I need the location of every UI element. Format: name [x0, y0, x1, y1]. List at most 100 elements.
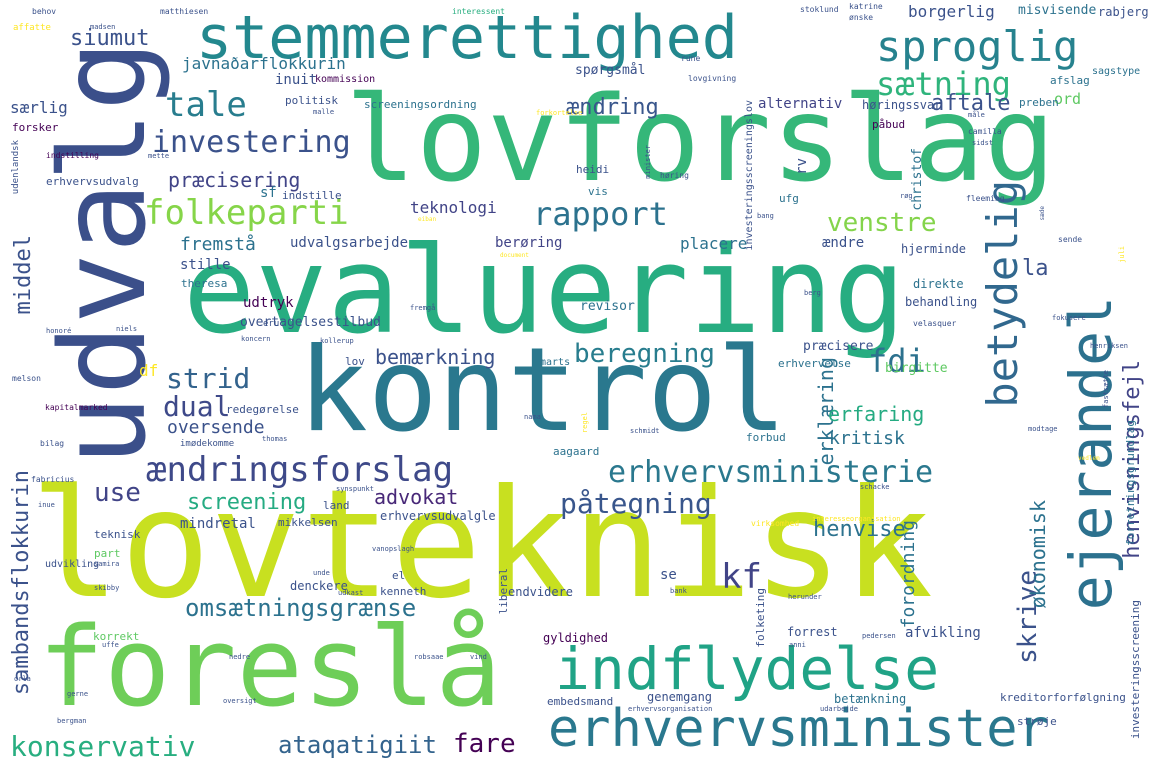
word-rv: rv [794, 158, 810, 175]
word-fabricius: fabricius [31, 475, 75, 484]
word-udenlandsk: udenlandsk [11, 140, 21, 195]
word-gyldighed: gyldighed [543, 631, 609, 645]
word-affatte: affatte [13, 23, 51, 33]
word-fleeming: fleeming [966, 194, 1005, 203]
word-aagaard: aagaard [553, 445, 600, 458]
word-bilag: bilag [40, 439, 65, 448]
word-lovteknisk: lovteknisk [30, 458, 934, 632]
word-eiban: eiban [418, 216, 437, 223]
word-la: la [1022, 256, 1049, 281]
word-indstilling: indstilling [46, 151, 99, 160]
word-saerlig: særlig [10, 98, 68, 117]
word-revisor: revisor [580, 299, 635, 314]
word-marts: marts [540, 357, 571, 368]
word-aftale: aftale [931, 91, 1011, 116]
word-use: use [94, 478, 141, 508]
word-katrine: katrine [849, 2, 883, 11]
word-henriksen: henriksen [1090, 342, 1128, 350]
word-inue: inue [38, 501, 55, 509]
word-interessent: interessent [452, 7, 505, 16]
word-camilla: camilla [968, 127, 1002, 136]
word-behov: behov [32, 7, 57, 16]
word-politisk: politisk [285, 94, 338, 107]
word-kenneth: kenneth [380, 585, 427, 598]
word-saede: sæde [1039, 206, 1046, 221]
word-ufg: ufg [779, 192, 799, 205]
word-erhvervsministerie: erhvervsministerie [608, 455, 934, 490]
word-sagstype: sagstype [1092, 66, 1141, 77]
word-direkte: direkte [913, 277, 964, 291]
word-henvise: henvise [813, 517, 906, 542]
word-vind: vind [470, 653, 487, 661]
word-robsaae: robsaae [414, 653, 444, 661]
word-bang: bang [757, 212, 774, 220]
word-juli: juli [1118, 246, 1126, 263]
word-malle: malle [313, 108, 335, 116]
word-saetning: sætning [876, 65, 1011, 103]
word-foreslaa: foreslå [38, 603, 502, 731]
word-document: document [500, 252, 529, 259]
word-thomas: thomas [262, 435, 288, 443]
word-sidst: sidst [972, 139, 994, 147]
word-investering: investering [152, 125, 351, 160]
word-fremstaa: fremstå [180, 234, 256, 255]
word-kritisk: kritisk [829, 428, 905, 449]
word-samira: samira [94, 560, 120, 568]
word-bank: bank [670, 587, 687, 595]
word-niels: niels [116, 325, 138, 333]
word-stroeje: strøje [1017, 715, 1057, 728]
word-honore: honoré [46, 327, 72, 335]
word-unde: unde [313, 569, 330, 577]
word-forbud: forbud [746, 431, 786, 444]
word-spoergsmaal: spørgsmål [575, 63, 646, 78]
word-fremgaa: fremgå [410, 304, 436, 312]
word-oversigt: oversigt [223, 697, 257, 705]
word-christof: christof [910, 148, 925, 211]
word-theresa: theresa [181, 277, 228, 290]
word-sf: sf [260, 185, 277, 201]
word-teknisk: teknisk [94, 528, 141, 541]
word-madsen: madsen [90, 23, 116, 31]
word-lovforslag: lovforslag [345, 70, 1056, 208]
word-teknologi: teknologi [410, 198, 497, 217]
word-praecisere: præcisere [803, 339, 874, 354]
word-mette: mette [148, 152, 170, 160]
word-sproglig: sproglig [876, 22, 1079, 71]
word-se: se [660, 567, 677, 583]
word-borgerlig: borgerlig [908, 2, 995, 21]
word-javnadarflokkurin: javnaðarflokkurin [182, 54, 346, 73]
word-erhvervsorganisation: erhvervsorganisation [628, 705, 713, 713]
word-kf: kf [721, 557, 762, 597]
word-strid: strid [166, 362, 251, 395]
word-synspunkt: synspunkt [336, 485, 374, 493]
word-sende: sende [1058, 235, 1083, 244]
word-forretningsgrundlag: forretningsgrundlag [1124, 420, 1137, 546]
word-misvisende: misvisende [1018, 3, 1097, 18]
word-udvalgsarbejde: udvalgsarbejde [290, 235, 409, 251]
word-regel: regel [581, 412, 589, 434]
word-stille: stille [180, 257, 231, 273]
word-erhvervsudvalg: erhvervsudvalg [46, 175, 139, 188]
word-berg: berg [804, 289, 821, 297]
word-folketing: folketing [754, 588, 767, 648]
word-roeg: røg [900, 192, 913, 200]
word-forsker: forsker [12, 121, 59, 134]
word-aendre: ændre [822, 235, 865, 251]
word-modtage: modtage [1028, 425, 1058, 433]
word-ord: ord [1054, 90, 1082, 108]
word-hjerminde: hjerminde [901, 242, 967, 256]
word-investeringsscreening: investeringsscreening [1129, 600, 1142, 740]
word-oversende: oversende [167, 417, 265, 438]
word-uffe: uffe [102, 641, 119, 649]
word-redegoerelse: redegørelse [226, 403, 299, 416]
word-indstille: indstille [282, 189, 342, 202]
word-fdi: fdi [868, 342, 926, 380]
word-alternativ: alternativ [758, 96, 843, 112]
word-skibby: skibby [94, 584, 120, 592]
word-herunder: herunder [788, 593, 822, 601]
word-forkortelse: forkortelse [536, 109, 583, 117]
word-anni: anni [789, 641, 806, 649]
word-bemaerkning: bemærkning [375, 345, 496, 369]
word-venstre: venstre [827, 208, 937, 238]
word-mikkelsen: mikkelsen [278, 516, 338, 529]
